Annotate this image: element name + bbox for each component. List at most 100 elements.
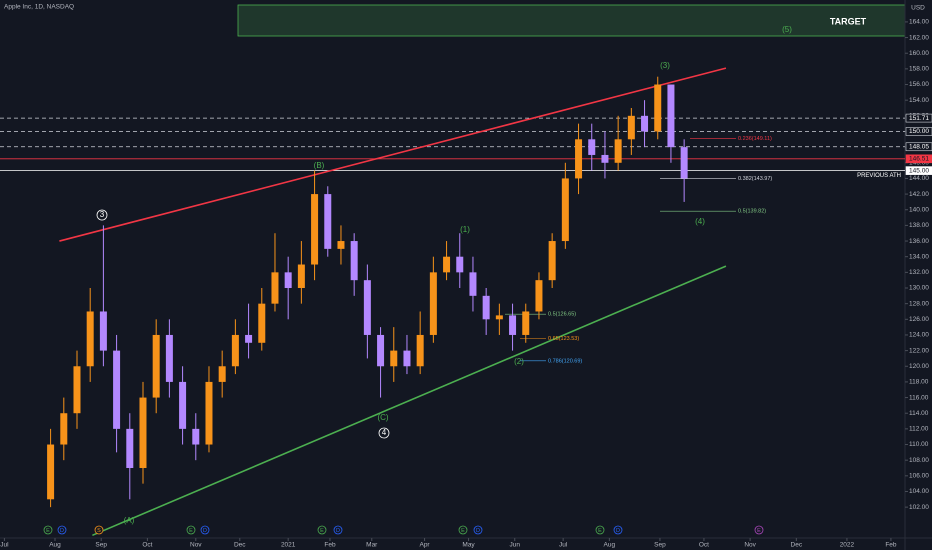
price-level-box	[905, 113, 932, 123]
y-tick-label: 134.00	[909, 253, 929, 260]
y-tick-label: 158.00	[909, 66, 929, 73]
x-tick-label: Dec	[791, 542, 803, 549]
candle-body	[245, 334, 253, 343]
candle-body	[324, 194, 332, 249]
x-tick-label: Nov	[744, 542, 756, 549]
y-tick-label: 132.00	[909, 269, 929, 276]
candle-body	[509, 315, 517, 335]
candle-body	[258, 303, 266, 343]
event-marker[interactable]	[754, 525, 764, 535]
candle-body	[495, 315, 503, 320]
candle-body	[311, 194, 319, 265]
event-marker[interactable]	[43, 525, 53, 535]
event-label: D	[60, 528, 64, 534]
price-level-box	[905, 127, 932, 136]
chart-title: Apple Inc, 1D, NASDAQ	[4, 4, 74, 11]
x-tick-label: Feb	[885, 542, 897, 549]
trend-line	[59, 67, 727, 242]
event-marker[interactable]	[94, 525, 104, 535]
x-tick-label: 2022	[840, 542, 855, 549]
wave-label: (B)	[314, 161, 325, 170]
x-tick-label: Dec	[234, 542, 246, 549]
x-tick-label: Sep	[654, 542, 666, 549]
currency: USD	[911, 5, 925, 12]
event-marker[interactable]	[473, 525, 483, 535]
event-label: E	[757, 528, 761, 534]
candle-body	[73, 366, 81, 414]
event-label: E	[189, 528, 193, 534]
candle-body	[575, 139, 583, 179]
candle-body	[218, 366, 226, 382]
y-tick-label: 114.00	[909, 410, 929, 417]
price-level-box	[905, 142, 932, 152]
candle-body	[192, 428, 200, 445]
wave-label: (4)	[695, 217, 705, 226]
fib-label: 0.5(139.82)	[738, 209, 766, 215]
candle-body	[614, 139, 622, 163]
event-marker[interactable]	[57, 525, 67, 535]
event-marker[interactable]	[613, 525, 623, 535]
candle-body	[680, 147, 688, 179]
wave-label: (C)	[377, 413, 388, 422]
candle-body	[627, 115, 635, 140]
y-tick-label: 120.00	[909, 363, 929, 370]
wave-label: (A)	[124, 516, 135, 525]
candle-body	[654, 84, 662, 132]
x-tick-label: Oct	[699, 542, 709, 549]
y-tick-label: 136.00	[909, 238, 929, 245]
wave-label: (3)	[660, 61, 670, 70]
candle-body	[165, 334, 173, 382]
y-tick-label: 162.00	[909, 34, 929, 41]
candle-body	[337, 241, 345, 249]
candle-body	[350, 241, 358, 281]
x-tick-label: 2021	[281, 542, 296, 549]
price-level-box	[905, 166, 932, 175]
price-level-label: 145.00	[909, 167, 929, 174]
candle-body	[403, 350, 411, 367]
y-tick-label: 116.00	[909, 394, 929, 401]
event-marker[interactable]	[200, 525, 210, 535]
y-tick-label: 102.00	[909, 504, 929, 511]
price-level-label: 146.51	[909, 156, 929, 163]
candle-body	[47, 444, 55, 500]
y-tick-label: 126.00	[909, 316, 929, 323]
candle-body	[390, 350, 398, 367]
candle-body	[231, 334, 239, 367]
candle-body	[469, 272, 477, 296]
candle-body	[667, 84, 675, 148]
price-level-label: 148.05	[909, 143, 929, 150]
candle-body	[363, 280, 371, 335]
fib-label: 0.5(126.65)	[548, 312, 576, 318]
candle-body	[548, 241, 556, 281]
candle-body	[416, 334, 424, 367]
wave-circle	[96, 209, 108, 221]
y-tick-label: 140.00	[909, 206, 929, 213]
wave-label: (2)	[514, 357, 524, 366]
event-marker[interactable]	[595, 525, 605, 535]
candle-body	[561, 178, 569, 242]
x-tick-label: Feb	[324, 542, 336, 549]
candle-body	[535, 280, 543, 312]
y-tick-label: 130.00	[909, 285, 929, 292]
y-tick-label: 142.00	[909, 191, 929, 198]
y-tick-label: 154.00	[909, 97, 929, 104]
candle-body	[179, 381, 187, 429]
event-label: E	[598, 528, 602, 534]
candle-body	[60, 413, 68, 445]
event-marker[interactable]	[333, 525, 343, 535]
target-label: TARGET	[830, 16, 867, 26]
y-tick-label: 118.00	[909, 379, 929, 386]
event-marker[interactable]	[186, 525, 196, 535]
candle-body	[377, 334, 385, 367]
candle-body	[284, 272, 292, 288]
event-marker[interactable]	[317, 525, 327, 535]
event-marker[interactable]	[458, 525, 468, 535]
fib-label: 0.65(123.53)	[548, 336, 579, 342]
fib-label: 0.382(143.97)	[738, 176, 772, 182]
event-label: E	[461, 528, 465, 534]
y-tick-label: 138.00	[909, 222, 929, 229]
x-tick-label: May	[462, 542, 475, 549]
candle-body	[113, 350, 121, 429]
